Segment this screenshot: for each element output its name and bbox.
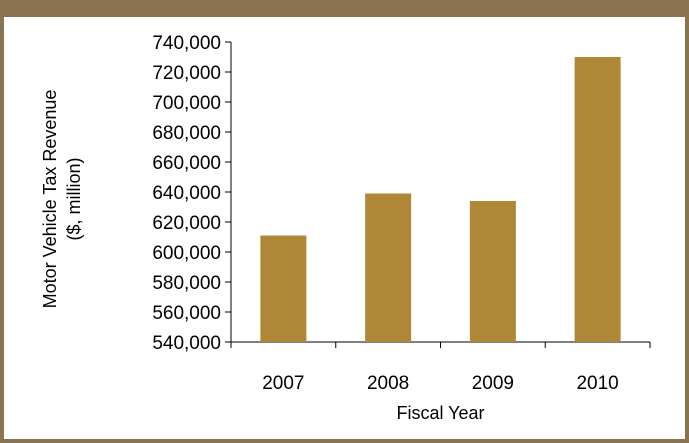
x-axis: 2007 2008 2009 2010 — [230, 341, 651, 394]
bar — [574, 57, 621, 342]
bars — [260, 57, 621, 342]
bar — [469, 201, 516, 342]
y-tick-label: 720,000 — [152, 63, 221, 84]
y-tick-label: 680,000 — [152, 123, 221, 144]
x-tick-label: 2009 — [472, 373, 514, 394]
y-axis-title-line: ($, million) — [64, 157, 84, 240]
y-tick-label: 640,000 — [152, 183, 221, 204]
x-tick-label: 2010 — [576, 373, 618, 394]
x-tick-label: 2008 — [367, 373, 409, 394]
y-tick-label: 740,000 — [152, 33, 221, 54]
y-tick-label: 660,000 — [152, 153, 221, 174]
y-axis-title: Motor Vehicle Tax Revenue ($, million) — [40, 90, 84, 309]
x-tick-label: 2007 — [262, 373, 304, 394]
y-tick-label: 540,000 — [152, 333, 221, 354]
x-axis-title: Fiscal Year — [396, 403, 484, 423]
bar — [260, 235, 307, 342]
y-tick-label: 600,000 — [152, 243, 221, 264]
y-tick-label: 700,000 — [152, 93, 221, 114]
y-tick-label: 620,000 — [152, 213, 221, 234]
y-axis-title-line: Motor Vehicle Tax Revenue — [40, 90, 60, 309]
bar — [365, 193, 412, 342]
y-tick-label: 560,000 — [152, 303, 221, 324]
y-axis: 540,000 560,000 580,000 600,000 620,000 640,0… — [152, 33, 232, 354]
y-tick-label: 580,000 — [152, 273, 221, 294]
